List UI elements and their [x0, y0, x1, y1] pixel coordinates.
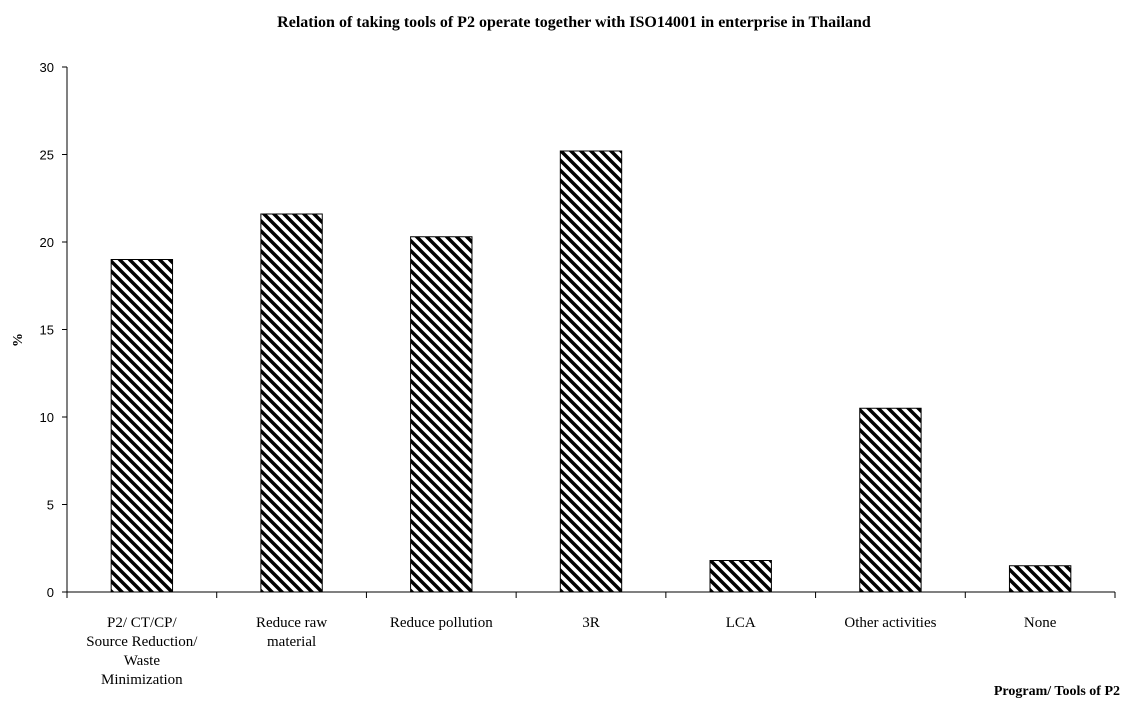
x-tick-label: Other activities	[844, 615, 936, 631]
bars	[110, 150, 1072, 593]
y-tick-label: 20	[40, 235, 54, 250]
bar	[110, 259, 174, 593]
y-axis-label: %	[11, 333, 26, 347]
x-tick-label: Reduce raw material	[256, 615, 327, 650]
x-tick-label: LCA	[726, 615, 756, 631]
bar	[1008, 565, 1072, 593]
x-axis: P2/ CT/CP/Source Reduction/Waste Minimiza…	[66, 591, 1116, 688]
chart-title: Relation of taking tools of P2 operate t…	[277, 14, 871, 31]
y-tick-label: 0	[47, 585, 54, 600]
x-tick-label: None	[1024, 615, 1057, 631]
y-tick-label: 10	[40, 410, 54, 425]
y-tick-label: 5	[47, 498, 54, 513]
y-tick-label: 15	[40, 323, 54, 338]
x-axis-label: Program/ Tools of P2	[994, 684, 1120, 699]
y-axis: 0 5 10 15 20 25 30	[40, 60, 68, 600]
y-tick-label: 30	[40, 60, 54, 75]
x-tick-label: P2/ CT/CP/Source Reduction/Waste Minimiza…	[86, 615, 198, 688]
y-tick-label: 25	[40, 148, 54, 163]
bar	[859, 407, 922, 593]
bar	[260, 213, 323, 593]
x-tick-label: 3R	[582, 615, 600, 631]
bar	[410, 236, 473, 593]
bar	[709, 560, 772, 593]
bar	[559, 150, 623, 593]
x-tick-label: Reduce pollution	[390, 615, 493, 631]
